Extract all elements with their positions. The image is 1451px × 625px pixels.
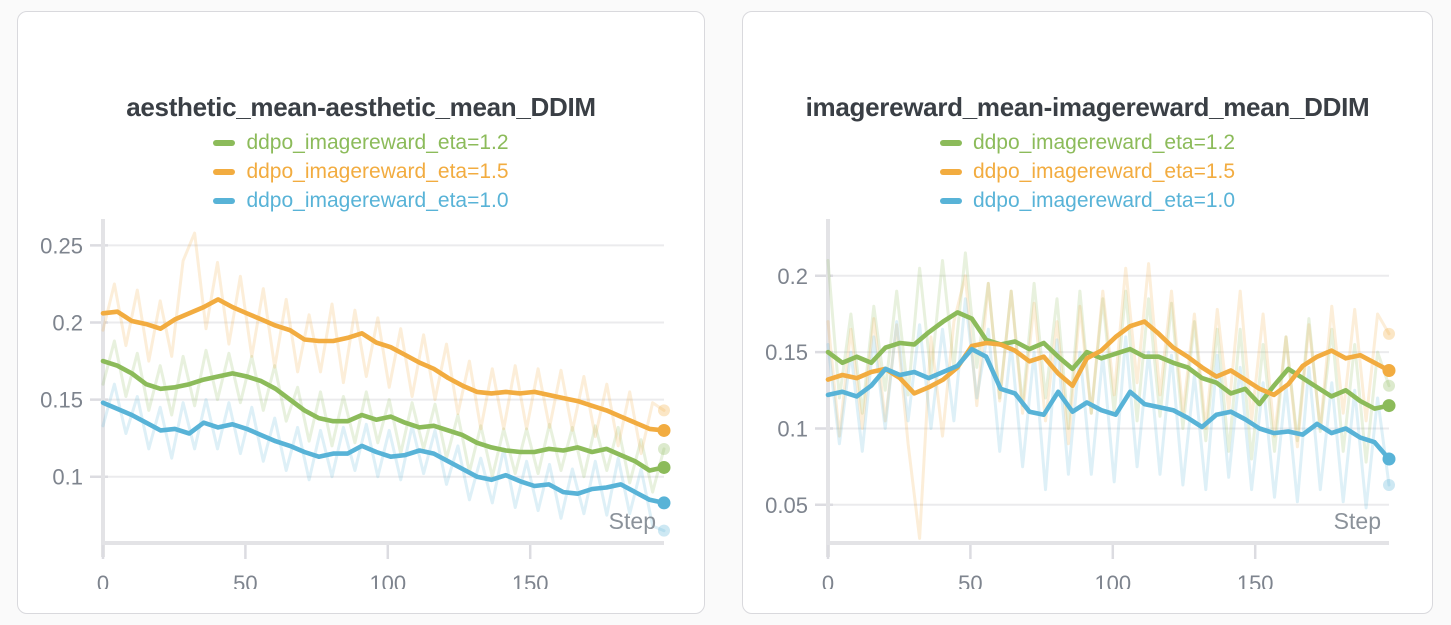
legend-label: ddpo_imagereward_eta=1.0 — [246, 189, 509, 212]
series-raw-end-dot-blue — [1383, 478, 1395, 491]
y-tick-label: 0.1 — [777, 417, 808, 442]
chart-canvas[interactable]: 0.2 0.15 0.1 0.05 0 50 100 150 Step — [743, 219, 1434, 589]
y-tick-label: 0.2 — [52, 311, 83, 336]
panel-aesthetic-mean[interactable]: aesthetic_mean-aesthetic_mean_DDIM ddpo_… — [17, 11, 705, 614]
legend-label: ddpo_imagereward_eta=1.2 — [972, 131, 1236, 154]
series-raw-line-blue — [826, 297, 1391, 510]
legend-swatch-icon — [939, 168, 962, 175]
x-axis-bar — [826, 541, 1389, 545]
legend-item-eta-1-2[interactable]: ddpo_imagereward_eta=1.2 — [213, 129, 509, 156]
series-line-orange — [100, 297, 667, 433]
legend-item-eta-1-5[interactable]: ddpo_imagereward_eta=1.5 — [939, 158, 1236, 185]
y-tick-label: 0.05 — [765, 493, 808, 518]
panel-title: imagereward_mean-imagereward_mean_DDIM — [805, 92, 1370, 122]
y-tick-label: 0.2 — [777, 264, 808, 289]
legend-item-eta-1-0[interactable]: ddpo_imagereward_eta=1.0 — [213, 187, 509, 214]
legend: ddpo_imagereward_eta=1.2 ddpo_imagerewar… — [18, 129, 704, 214]
legend-swatch-icon — [939, 139, 962, 146]
x-tick-label: 100 — [1094, 571, 1131, 589]
series-raw-end-dot-blue — [658, 524, 670, 537]
series-raw-end-dot-green — [658, 442, 670, 455]
x-tick-label: 150 — [1237, 571, 1274, 589]
legend-swatch-icon — [213, 168, 236, 175]
legend-swatch-icon — [213, 197, 236, 204]
y-tick-label: 0.15 — [765, 340, 808, 365]
legend-swatch-icon — [213, 139, 236, 146]
x-tick-label: 100 — [369, 571, 406, 589]
series-end-dot-blue — [657, 496, 671, 510]
legend-swatch-icon — [939, 197, 962, 204]
x-tick-label: 0 — [822, 571, 834, 589]
series-end-dot-green — [1382, 399, 1396, 413]
legend-item-eta-1-5[interactable]: ddpo_imagereward_eta=1.5 — [213, 158, 509, 185]
legend-label: ddpo_imagereward_eta=1.5 — [972, 160, 1236, 183]
legend-item-eta-1-0[interactable]: ddpo_imagereward_eta=1.0 — [939, 187, 1236, 214]
series-line-orange — [825, 319, 1392, 398]
x-axis-title: Step — [1334, 508, 1381, 534]
y-axis-bar — [101, 219, 105, 557]
series-line-blue — [825, 346, 1392, 462]
series-raw-end-dot-orange — [1383, 327, 1395, 340]
series-raw-line-orange — [101, 231, 666, 456]
series-end-dot-green — [657, 460, 671, 474]
x-axis-bar — [101, 541, 664, 545]
x-tick-label: 50 — [958, 571, 982, 589]
legend: ddpo_imagereward_eta=1.2 ddpo_imagerewar… — [743, 129, 1432, 214]
series-line-blue — [100, 400, 667, 506]
legend-item-eta-1-2[interactable]: ddpo_imagereward_eta=1.2 — [939, 129, 1236, 156]
series-end-dot-orange — [1382, 363, 1396, 377]
y-tick-label: 0.1 — [52, 465, 83, 490]
x-axis-title: Step — [609, 508, 656, 534]
x-tick-label: 0 — [97, 571, 109, 589]
legend-label: ddpo_imagereward_eta=1.2 — [246, 131, 509, 154]
y-tick-label: 0.15 — [40, 388, 83, 413]
y-axis-bar — [826, 219, 830, 557]
chart-canvas[interactable]: 0.25 0.2 0.15 0.1 0 50 100 150 Step — [18, 219, 706, 589]
panel-title: aesthetic_mean-aesthetic_mean_DDIM — [126, 92, 596, 122]
y-tick-label: 0.25 — [40, 233, 83, 258]
x-tick-label: 50 — [233, 571, 257, 589]
legend-label: ddpo_imagereward_eta=1.5 — [246, 160, 509, 183]
panel-imagereward-mean[interactable]: imagereward_mean-imagereward_mean_DDIM d… — [742, 11, 1433, 614]
series-raw-end-dot-orange — [658, 404, 670, 417]
series-end-dot-blue — [1382, 452, 1396, 466]
series-end-dot-orange — [657, 423, 671, 437]
series-raw-end-dot-green — [1383, 379, 1395, 392]
legend-label: ddpo_imagereward_eta=1.0 — [972, 189, 1236, 212]
series-raw-line-green — [101, 339, 666, 494]
series-line-green — [100, 358, 667, 473]
x-tick-label: 150 — [512, 571, 549, 589]
